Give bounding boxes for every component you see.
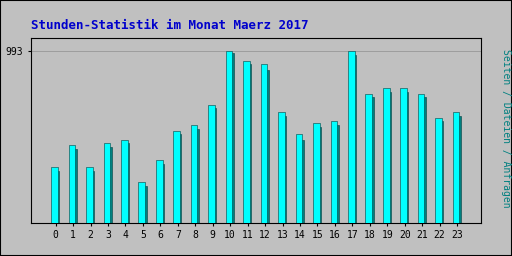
Bar <box>438 121 443 256</box>
Bar <box>386 92 391 256</box>
Bar <box>278 112 285 256</box>
Bar <box>103 143 110 256</box>
Bar <box>51 167 58 256</box>
Bar <box>174 131 180 256</box>
Bar <box>261 64 267 256</box>
Bar <box>243 60 250 256</box>
Bar <box>351 55 356 256</box>
Text: Stunden-Statistik im Monat Maerz 2017: Stunden-Statistik im Monat Maerz 2017 <box>31 19 308 32</box>
Bar <box>106 147 112 256</box>
Bar <box>156 160 162 256</box>
Bar <box>89 171 94 256</box>
Bar <box>421 97 426 256</box>
Text: Seiten / Dateien / Anfragen: Seiten / Dateien / Anfragen <box>501 49 511 207</box>
Bar <box>368 97 374 256</box>
Bar <box>121 140 127 256</box>
Bar <box>435 118 442 256</box>
Bar <box>313 123 319 256</box>
Bar <box>246 64 251 256</box>
Bar <box>141 186 146 256</box>
Bar <box>366 94 372 256</box>
Bar <box>264 70 269 256</box>
Bar <box>403 92 409 256</box>
Bar <box>176 134 181 256</box>
Bar <box>348 51 355 256</box>
Bar <box>138 182 145 256</box>
Bar <box>331 121 337 256</box>
Bar <box>418 94 424 256</box>
Bar <box>298 140 304 256</box>
Bar <box>159 164 164 256</box>
Bar <box>453 112 459 256</box>
Bar <box>383 88 390 256</box>
Bar <box>208 105 215 256</box>
Bar <box>456 116 461 256</box>
Bar <box>54 171 59 256</box>
Bar <box>400 88 407 256</box>
Bar <box>191 125 198 256</box>
Bar <box>194 129 199 256</box>
Bar <box>69 145 75 256</box>
Bar <box>211 109 217 256</box>
Bar <box>229 53 234 256</box>
Bar <box>295 134 302 256</box>
Bar <box>72 149 77 256</box>
Bar <box>333 125 338 256</box>
Bar <box>281 116 286 256</box>
Bar <box>124 143 129 256</box>
Bar <box>226 51 232 256</box>
Bar <box>86 167 93 256</box>
Bar <box>316 127 321 256</box>
